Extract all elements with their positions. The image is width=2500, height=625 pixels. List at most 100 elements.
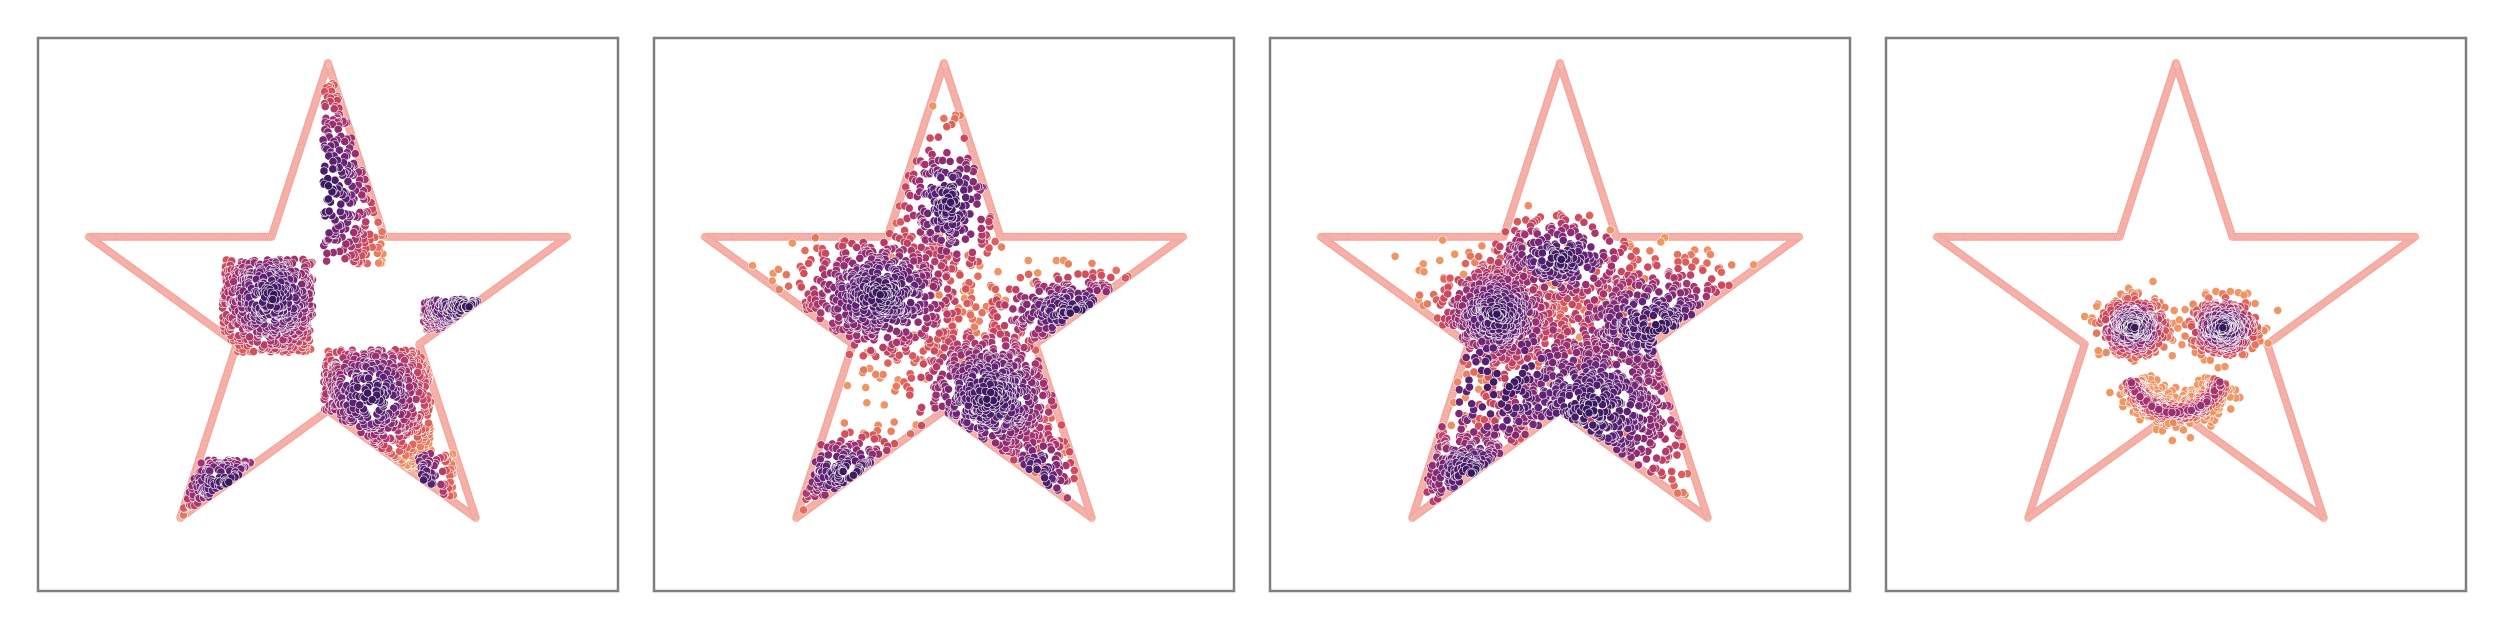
data-point: [930, 346, 939, 356]
data-point: [945, 157, 955, 166]
data-point: [855, 253, 865, 263]
data-point: [224, 477, 234, 487]
data-point: [961, 193, 971, 202]
data-point: [324, 206, 334, 216]
data-point: [328, 157, 338, 166]
data-point: [883, 358, 893, 368]
data-point: [1092, 286, 1102, 295]
data-point: [1000, 321, 1009, 331]
data-point: [322, 248, 332, 258]
data-point: [920, 160, 930, 169]
data-point: [843, 381, 852, 390]
data-point: [820, 490, 830, 500]
data-point: [845, 350, 854, 359]
data-point: [1063, 273, 1073, 282]
data-point: [1097, 270, 1106, 280]
data-point: [1033, 268, 1043, 278]
data-point: [320, 102, 330, 111]
data-point: [1046, 445, 1056, 455]
data-point: [942, 309, 952, 319]
data-point: [1073, 269, 1083, 279]
data-point: [799, 269, 809, 278]
data-point: [330, 175, 340, 185]
data-point: [925, 133, 935, 143]
data-point: [268, 295, 278, 304]
data-point: [984, 217, 994, 226]
data-point: [916, 242, 926, 252]
data-point: [840, 418, 849, 428]
data-point: [938, 156, 947, 165]
data-point: [1022, 300, 1032, 309]
data-point: [878, 343, 888, 352]
boundary-point: [940, 61, 949, 70]
data-point: [1070, 466, 1079, 475]
data-point: [322, 256, 331, 266]
data-point: [839, 261, 849, 271]
data-point: [939, 343, 949, 353]
data-point: [411, 394, 421, 404]
data-point: [939, 114, 949, 123]
data-point: [959, 133, 969, 143]
data-point: [1044, 407, 1054, 417]
data-point: [862, 398, 872, 408]
data-point: [1008, 304, 1018, 314]
data-point: [954, 314, 964, 324]
data-point: [1101, 287, 1111, 297]
data-point: [811, 233, 820, 243]
data-point: [968, 248, 977, 257]
data-point: [886, 426, 896, 436]
data-point: [892, 338, 901, 347]
data-point: [1034, 286, 1044, 296]
data-point: [992, 312, 1002, 322]
data-point: [861, 383, 871, 392]
data-point: [942, 122, 952, 132]
data-point: [788, 238, 797, 248]
data-point: [904, 203, 914, 213]
data-point: [866, 346, 876, 355]
data-point: [804, 258, 814, 268]
data-point: [858, 351, 868, 361]
data-point: [894, 350, 904, 360]
data-point: [796, 282, 806, 292]
data-point: [907, 373, 916, 383]
data-point: [424, 418, 433, 428]
data-point: [1009, 455, 1019, 465]
data-point: [1087, 258, 1097, 268]
data-point: [852, 331, 862, 340]
data-point: [361, 217, 371, 227]
data-point: [930, 403, 940, 413]
data-point: [319, 166, 329, 176]
panel-1: [36, 36, 620, 593]
data-point: [990, 237, 1000, 246]
data-point: [968, 177, 978, 187]
data-point: [1062, 493, 1072, 503]
data-point: [962, 418, 972, 427]
data-point: [936, 235, 946, 245]
data-point: [774, 285, 784, 294]
data-point: [941, 272, 951, 282]
data-point: [934, 328, 944, 338]
data-point: [952, 249, 962, 259]
data-point: [932, 362, 941, 372]
data-point: [944, 384, 953, 394]
data-point: [1111, 266, 1121, 275]
data-point: [993, 267, 1003, 277]
data-point: [859, 365, 869, 375]
boundary-point: [324, 61, 333, 70]
data-point: [917, 421, 926, 430]
data-point: [931, 390, 941, 400]
data-point: [799, 505, 808, 515]
data-point: [377, 227, 387, 237]
data-point: [784, 281, 793, 291]
data-point: [883, 333, 892, 342]
data-point: [1001, 341, 1011, 351]
data-point: [1023, 256, 1033, 265]
data-point: [374, 258, 384, 268]
data-point: [934, 132, 943, 142]
data-point: [961, 284, 971, 294]
data-point: [405, 382, 414, 392]
data-point: [464, 302, 474, 312]
data-point: [977, 308, 987, 318]
data-point: [419, 475, 428, 485]
data-point: [961, 234, 970, 244]
